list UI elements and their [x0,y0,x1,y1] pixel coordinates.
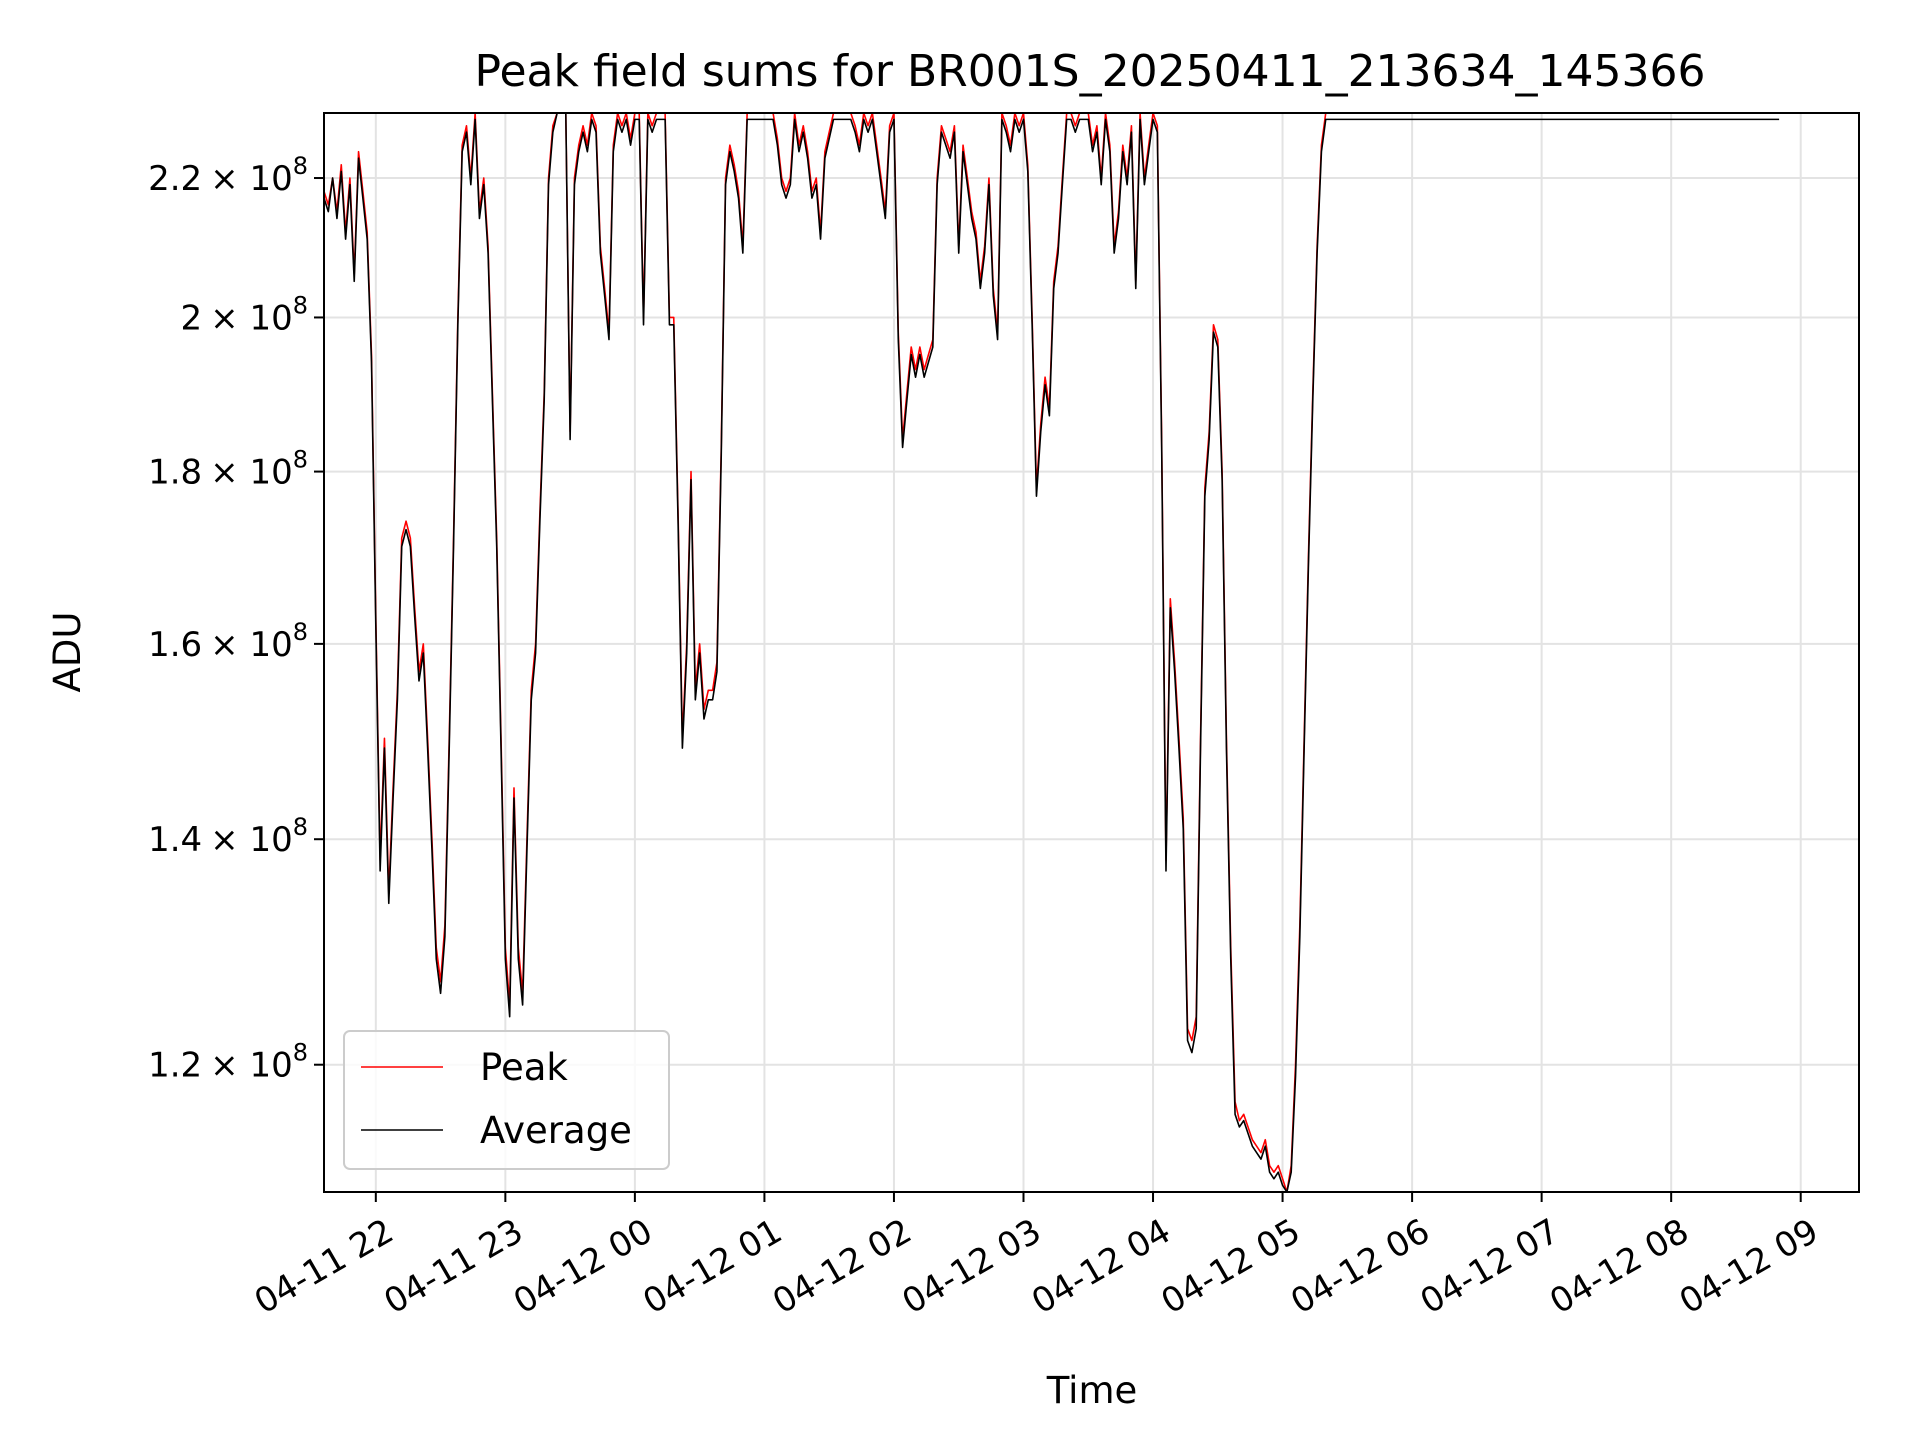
y-tick-base: × 10 [210,298,293,338]
legend-box [343,1030,670,1170]
y-axis-title: ADU [46,612,89,693]
chart-title: Peak field sums for BR001S_20250411_2136… [474,46,1705,97]
y-tick-base: × 10 [210,159,293,199]
y-tick-mantissa: 2.2 [148,159,202,199]
x-axis-title: Time [1046,1369,1138,1412]
y-tick-label: 1.6 × 108 [148,618,308,665]
legend-label-average: Average [480,1109,632,1152]
y-tick-label: 1.4 × 108 [148,813,308,860]
series-group [324,113,1780,1192]
y-tick-exponent: 8 [293,813,308,841]
y-tick-label: 1.8 × 108 [148,446,308,493]
y-tick-label: 2.2 × 108 [148,152,308,199]
y-tick-base: × 10 [210,625,293,665]
y-tick-exponent: 8 [293,1039,308,1067]
y-tick-base: × 10 [210,453,293,493]
y-tick-mantissa: 1.2 [148,1046,202,1086]
y-tick-mantissa: 1.6 [148,625,202,665]
series-layer [324,113,1780,1192]
legend-label-peak: Peak [480,1046,568,1089]
y-tick-base: × 10 [210,820,293,860]
y-tick-exponent: 8 [293,618,308,646]
y-tick-label: 2 × 108 [181,291,308,338]
y-tick-mantissa: 1.4 [148,820,202,860]
series-line-average [324,113,1780,1192]
y-tick-mantissa: 2 [181,298,203,338]
y-tick-mantissa: 1.8 [148,453,202,493]
y-tick-label: 1.2 × 108 [148,1039,308,1086]
legend: Peak Average [343,1030,670,1170]
y-tick-base: × 10 [210,1046,293,1086]
y-tick-exponent: 8 [293,291,308,319]
y-tick-exponent: 8 [293,446,308,474]
y-tick-exponent: 8 [293,152,308,180]
grid [324,113,1859,1192]
plot-frame [323,112,1860,1193]
